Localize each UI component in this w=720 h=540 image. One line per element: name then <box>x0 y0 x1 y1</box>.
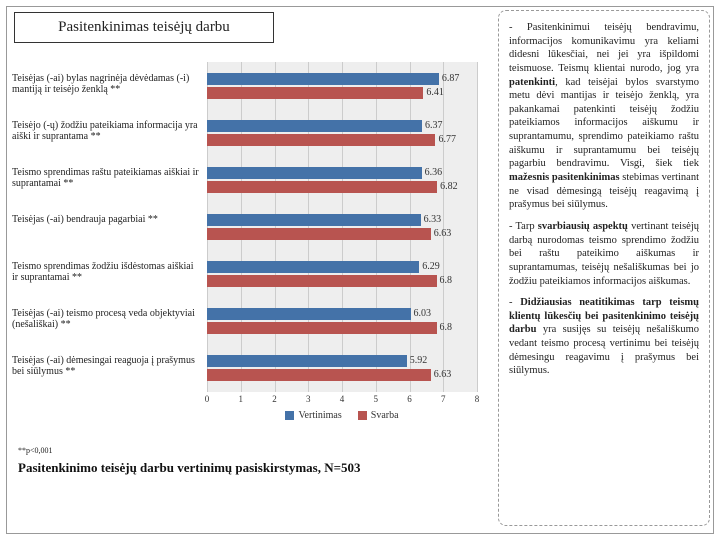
legend-label: Svarba <box>371 410 399 421</box>
grid-line <box>376 62 377 392</box>
legend-swatch <box>285 411 294 420</box>
commentary-p3: - Didžiausias neatitikimas tarp teismų k… <box>509 296 699 378</box>
x-tick: 3 <box>306 394 311 404</box>
bar-value: 6.8 <box>437 322 453 334</box>
bar-value: 6.82 <box>437 181 458 193</box>
legend-label: Vertinimas <box>298 410 341 421</box>
category-label: Teisėjo (-ų) žodžiu pateikiama informaci… <box>12 120 202 142</box>
bar-value: 6.8 <box>437 275 453 287</box>
bar <box>207 181 437 193</box>
legend: Vertinimas Svarba <box>207 410 477 421</box>
bar-value: 6.87 <box>439 73 460 85</box>
bar <box>207 322 437 334</box>
x-tick: 8 <box>475 394 480 404</box>
commentary-p1: - Pasitenkinimui teisėjų bendravimu, inf… <box>509 21 699 212</box>
grid-line <box>275 62 276 392</box>
commentary-box: - Pasitenkinimui teisėjų bendravimu, inf… <box>498 10 710 526</box>
x-tick: 0 <box>205 394 210 404</box>
bar <box>207 134 435 146</box>
plot-area: 6.87 6.41 6.37 6.77 6.36 6.82 6.33 6.63 6.29 6.8 6… <box>207 62 477 392</box>
bar-value: 5.92 <box>407 355 428 367</box>
bar <box>207 87 423 99</box>
bar <box>207 369 431 381</box>
bar <box>207 355 407 367</box>
x-axis: 0 1 2 3 4 5 6 7 8 <box>207 392 477 406</box>
bar <box>207 275 437 287</box>
bar <box>207 261 419 273</box>
chart-title: Pasitenkinimas teisėjų darbu <box>58 19 230 35</box>
grid-line <box>342 62 343 392</box>
legend-swatch <box>358 411 367 420</box>
bar-value: 6.03 <box>411 308 432 320</box>
commentary-p2: - Tarp svarbiausių aspektų vertinant tei… <box>509 220 699 288</box>
bar-value: 6.36 <box>422 167 443 179</box>
grid-line <box>241 62 242 392</box>
grid-line <box>308 62 309 392</box>
bar-value: 6.63 <box>431 369 452 381</box>
x-tick: 5 <box>374 394 379 404</box>
bar-value: 6.33 <box>421 214 442 226</box>
bar-value: 6.37 <box>422 120 443 132</box>
bar <box>207 167 422 179</box>
x-tick: 1 <box>239 394 244 404</box>
bar <box>207 214 421 226</box>
x-tick: 6 <box>407 394 412 404</box>
subtitle: Pasitenkinimo teisėjų darbu vertinimų pa… <box>18 460 488 476</box>
chart-title-box: Pasitenkinimas teisėjų darbu <box>14 12 274 43</box>
bar-value: 6.63 <box>431 228 452 240</box>
footnote: **p<0,001 <box>18 446 53 455</box>
category-label: Teismo sprendimas raštu pateikiamas aišk… <box>12 167 202 189</box>
legend-item: Vertinimas <box>285 410 341 421</box>
bar <box>207 120 422 132</box>
chart-area: 6.876.416.376.776.366.826.336.636.296.86… <box>12 62 482 432</box>
grid-line <box>207 62 208 392</box>
bar-value: 6.41 <box>423 87 444 99</box>
bar <box>207 73 439 85</box>
bar-value: 6.77 <box>435 134 456 146</box>
category-label: Teisėjas (-ai) dėmesingai reaguoja į pra… <box>12 355 202 377</box>
x-tick: 4 <box>340 394 345 404</box>
category-label: Teisėjas (-ai) bendrauja pagarbiai ** <box>12 214 202 225</box>
bar <box>207 308 411 320</box>
legend-item: Svarba <box>358 410 399 421</box>
grid-line <box>410 62 411 392</box>
bar <box>207 228 431 240</box>
x-tick: 2 <box>272 394 277 404</box>
category-label: Teismo sprendimas žodžiu išdėstomas aišk… <box>12 261 202 283</box>
category-label: Teisėjas (-ai) bylas nagrinėja dėvėdamas… <box>12 73 202 95</box>
grid-line <box>443 62 444 392</box>
bar-value: 6.29 <box>419 261 440 273</box>
x-tick: 7 <box>441 394 446 404</box>
grid-line <box>477 62 478 392</box>
category-label: Teisėjas (-ai) teismo procesą veda objek… <box>12 308 202 330</box>
